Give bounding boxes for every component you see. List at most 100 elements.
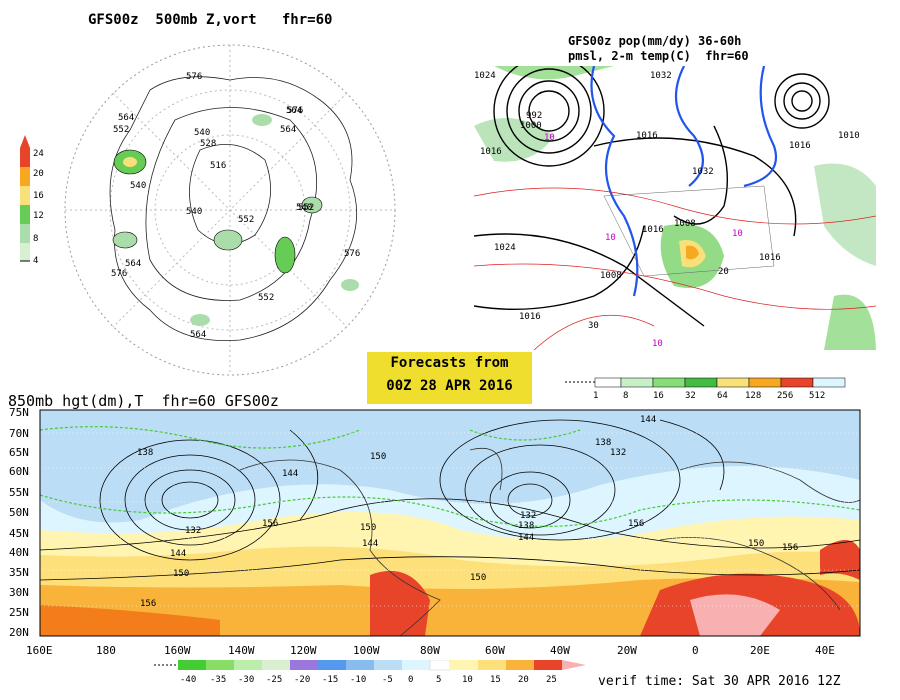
p2-label: 1024 bbox=[494, 243, 516, 253]
cb-tick-8: 8 bbox=[33, 234, 38, 244]
lat-label: 75N bbox=[9, 406, 29, 419]
lat-label: 60N bbox=[9, 465, 29, 478]
hemisphere-map: 138 144 132 144 150 156 150 144 150 156 … bbox=[9, 406, 861, 657]
p2-label: 10 bbox=[605, 233, 616, 243]
temp-tick: 5 bbox=[436, 675, 441, 685]
p3-label: 156 bbox=[628, 519, 644, 529]
p1-label: 540 bbox=[194, 128, 210, 138]
p3-label: 150 bbox=[370, 452, 386, 462]
temp-tick: 10 bbox=[462, 675, 473, 685]
p1-label: 564 bbox=[125, 259, 141, 269]
p1-label: 576 bbox=[287, 106, 303, 116]
p1-label: 564 bbox=[190, 330, 206, 340]
pop-tick: 16 bbox=[653, 391, 664, 401]
p2-label: 1032 bbox=[692, 167, 714, 177]
lon-label: 160E bbox=[26, 644, 53, 657]
p3-label: 150 bbox=[173, 569, 189, 579]
p2-label: 1024 bbox=[474, 71, 496, 81]
p3-label: 138 bbox=[137, 448, 153, 458]
forecast-banner: Forecasts from 00Z 28 APR 2016 bbox=[367, 352, 532, 404]
pop-tick: 1 bbox=[593, 391, 598, 401]
p3-label: 132 bbox=[520, 511, 536, 521]
p1-label: 576 bbox=[111, 269, 127, 279]
lat-label: 40N bbox=[9, 546, 29, 559]
panel1-title: GFS00z 500mb Z,vort fhr=60 bbox=[88, 12, 333, 28]
p2-label: 1016 bbox=[759, 253, 781, 263]
p1-label: 540 bbox=[130, 181, 146, 191]
lat-label: 50N bbox=[9, 506, 29, 519]
panel2-title-1: GFS00z pop(mm/dy) 36-60h bbox=[568, 34, 742, 48]
temp-tick: 20 bbox=[518, 675, 529, 685]
p1-label: 552 bbox=[258, 293, 274, 303]
lon-label: 20E bbox=[750, 644, 770, 657]
p3-label: 144 bbox=[282, 469, 298, 479]
lon-label: 80W bbox=[420, 644, 440, 657]
lon-label: 140W bbox=[228, 644, 255, 657]
p3-label: 150 bbox=[360, 523, 376, 533]
p3-label: 144 bbox=[170, 549, 186, 559]
pop-tick: 512 bbox=[809, 391, 825, 401]
temp-tick: -25 bbox=[266, 675, 282, 685]
temp-tick: -10 bbox=[350, 675, 366, 685]
p1-label: 564 bbox=[280, 125, 296, 135]
pop-colorbar: 1 8 16 32 64 128 256 512 bbox=[565, 377, 846, 401]
p2-label: 1032 bbox=[650, 71, 672, 81]
pop-tick: 8 bbox=[623, 391, 628, 401]
p2-label: 1000 bbox=[520, 121, 542, 131]
p1-label: 516 bbox=[210, 161, 226, 171]
temp-tick: 0 bbox=[408, 675, 413, 685]
temp-colorbar: -40 -35 -30 -25 -20 -15 -10 -5 0 5 10 15… bbox=[154, 660, 586, 685]
lon-label: 0 bbox=[692, 644, 699, 657]
panel3-title: 850mb hgt(dm),T fhr=60 GFS00z bbox=[8, 392, 279, 410]
p2-label: 1008 bbox=[674, 219, 696, 229]
lon-label: 120W bbox=[290, 644, 317, 657]
p3-label: 150 bbox=[470, 573, 486, 583]
p2-label: 1016 bbox=[789, 141, 811, 151]
temp-tick: 25 bbox=[546, 675, 557, 685]
p2-label: 10 bbox=[544, 133, 555, 143]
p3-label: 144 bbox=[362, 539, 378, 549]
temp-tick: -20 bbox=[294, 675, 310, 685]
lon-label: 100W bbox=[353, 644, 380, 657]
precip-map: 992 1000 1016 1024 1016 1032 1016 1008 1… bbox=[474, 66, 876, 350]
p3-label: 150 bbox=[748, 539, 764, 549]
lat-label: 45N bbox=[9, 527, 29, 540]
cb-tick-4: 4 bbox=[33, 256, 38, 266]
p3-label: 156 bbox=[782, 543, 798, 553]
temp-tick: -15 bbox=[322, 675, 338, 685]
p3-label: 138 bbox=[595, 438, 611, 448]
lon-label: 160W bbox=[164, 644, 191, 657]
p1-label: 576 bbox=[186, 72, 202, 82]
lat-label: 65N bbox=[9, 446, 29, 459]
p1-label: 564 bbox=[286, 106, 302, 116]
p2-label: 10 bbox=[652, 339, 663, 349]
verif-time: verif time: Sat 30 APR 2016 12Z bbox=[598, 674, 841, 689]
cb-tick-16: 16 bbox=[33, 191, 44, 201]
p3-label: 132 bbox=[185, 526, 201, 536]
p1-label: 540 bbox=[186, 207, 202, 217]
p2-label: 1010 bbox=[838, 131, 860, 141]
pop-tick: 128 bbox=[745, 391, 761, 401]
p1-label: 564 bbox=[118, 113, 134, 123]
p1-label: 552 bbox=[113, 125, 129, 135]
p1-label: 576 bbox=[344, 249, 360, 259]
p3-label: 156 bbox=[262, 519, 278, 529]
p2-label: 30 bbox=[588, 321, 599, 331]
pop-tick: 32 bbox=[685, 391, 696, 401]
polar-disk bbox=[64, 44, 396, 376]
lon-label: 40E bbox=[815, 644, 835, 657]
p2-label: 1016 bbox=[636, 131, 658, 141]
p1-label: 540 bbox=[296, 203, 312, 213]
p3-label: 144 bbox=[640, 415, 656, 425]
p3-label: 156 bbox=[140, 599, 156, 609]
lat-label: 55N bbox=[9, 486, 29, 499]
p3-label: 138 bbox=[518, 521, 534, 531]
lat-label: 70N bbox=[9, 427, 29, 440]
banner-line-2: 00Z 28 APR 2016 bbox=[386, 378, 513, 394]
panel2-title-2: pmsl, 2-m temp(C) fhr=60 bbox=[568, 49, 749, 63]
p3-label: 132 bbox=[610, 448, 626, 458]
p1-label: 528 bbox=[200, 139, 216, 149]
lat-label: 30N bbox=[9, 586, 29, 599]
cb-tick-20: 20 bbox=[33, 169, 44, 179]
temp-tick: -5 bbox=[382, 675, 393, 685]
